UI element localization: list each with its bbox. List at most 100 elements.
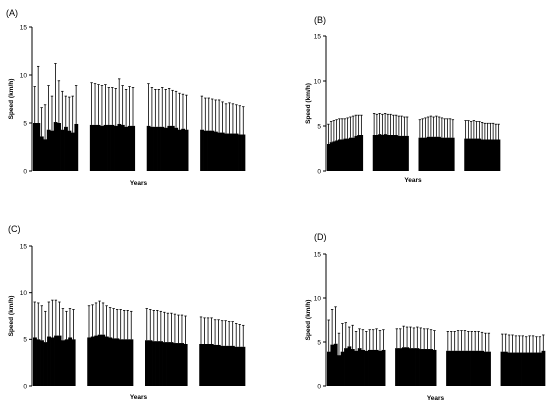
panel-a-bar [46, 129, 51, 171]
panel-a-bar [96, 124, 101, 171]
panel-d-bar [541, 350, 546, 386]
panel-a-bar [184, 129, 189, 171]
panel-a-bar [234, 133, 239, 171]
panel-d-bar [538, 352, 542, 386]
panel-d-bar [330, 344, 335, 386]
panel-d-bar [429, 349, 434, 386]
panel-b-bar [475, 138, 479, 171]
panel-c-bar [47, 336, 51, 386]
panel-d-bar [432, 349, 437, 386]
panel-d-bar [357, 348, 362, 386]
panel-a-bar [127, 125, 132, 171]
panel-d-bar [350, 349, 355, 386]
panel-c-bar [54, 335, 58, 386]
panel-b-bar [440, 137, 444, 171]
panel-d-bar [381, 349, 386, 386]
panel-c-bar [223, 345, 228, 386]
panel-b-bar [464, 138, 468, 171]
panel-d-bar [470, 350, 474, 386]
panel-c-y-tick-label: 15 [20, 243, 28, 250]
panel-d-bar [398, 348, 403, 386]
panel-a-bar [107, 124, 111, 171]
panel-d-bar [487, 351, 491, 386]
panel-a-bar [100, 125, 105, 171]
panel-a-bar [163, 127, 168, 171]
panel-c-bar [241, 346, 246, 386]
panel-b-x-axis-title: Years [404, 177, 422, 184]
panel-d-bar [347, 346, 352, 386]
panel-d-bar [500, 351, 505, 386]
panel-b-bar [329, 142, 333, 171]
panel-d-bar [422, 349, 427, 386]
panel-d-bar [408, 348, 413, 386]
panel-c-bar [40, 340, 44, 386]
panel-b-bar [435, 136, 439, 171]
panel-b-bar [332, 141, 336, 171]
panel-a-bar [131, 125, 136, 171]
panel-c-bar [115, 338, 120, 386]
panel-d-x-axis-title: Years [427, 395, 445, 402]
panel-a-bar [117, 123, 122, 171]
panel-a-y-axis-title: Speed (km/h) [8, 79, 15, 120]
panel-b-bar [349, 137, 353, 171]
panel-d-bar [368, 349, 372, 386]
panel-a-bar [150, 126, 154, 171]
panel-a-y-tick-label: 5 [23, 120, 27, 127]
panel-c-bar [71, 339, 76, 386]
panel-c-y-tick-label: 10 [20, 290, 28, 297]
panel-a-bar [60, 129, 65, 171]
panel-a-bar [50, 130, 55, 171]
panel-b-bar [494, 139, 498, 171]
panel-d-y-tick-label: 5 [317, 339, 321, 346]
panel-b-bar [392, 135, 396, 171]
panel-a-bar [217, 132, 222, 171]
panel-c-bar [43, 342, 48, 386]
panel-a-bar [181, 128, 186, 171]
panel-a-bar [238, 134, 242, 171]
panel-c-bar [129, 339, 134, 386]
panel-a-bar [224, 133, 229, 171]
panel-d-bar [483, 351, 488, 386]
panel-a-bar [43, 139, 48, 171]
panel-c-bar [180, 343, 185, 386]
panel-d-bar [514, 352, 519, 386]
panel-b-bar [338, 139, 342, 171]
panel-d-bar [449, 350, 454, 386]
panel-a-bar [93, 124, 98, 171]
panel-a-bar [114, 125, 118, 171]
panel-b-bar [446, 137, 450, 171]
panel-a-label: (A) [6, 8, 18, 18]
panel-b-bar [448, 137, 452, 171]
panel-d-bar [327, 351, 331, 386]
panel-b-bar [429, 136, 433, 171]
panel-c-bar [220, 345, 225, 386]
panel-b-bar [467, 138, 471, 171]
panel-d-label: (D) [314, 232, 327, 242]
panel-b-label: (B) [314, 15, 326, 25]
panel-c-bar [169, 342, 174, 386]
panel-a-bar [200, 129, 204, 171]
panel-c-bar [64, 339, 69, 386]
panel-a-bar [146, 125, 151, 171]
panel-d-bar [405, 347, 410, 386]
panel-a-bar [124, 126, 129, 171]
panel-d-bar [503, 351, 508, 386]
panel-a-y-tick-label: 10 [20, 72, 28, 79]
panel-c-bar [166, 342, 170, 386]
panel-b-bar [443, 137, 447, 171]
panel-c-bar [87, 337, 92, 386]
panel-b-bar [383, 134, 387, 171]
panel-c-bar [227, 345, 232, 386]
panel-b-bar [372, 135, 376, 171]
panel-b-bar [360, 135, 364, 171]
panel-a-bar [207, 130, 211, 171]
panel-d-bar [415, 348, 420, 386]
panel-b-bar [478, 138, 482, 171]
panel-c-bar [108, 337, 113, 386]
panel-d-y-tick-label: 10 [314, 295, 322, 302]
panel-b-bar [354, 135, 358, 171]
panel-c-bar [50, 337, 55, 386]
panel-c-bar [101, 334, 106, 386]
panel-d-bar [361, 349, 365, 386]
panel-d-bar [374, 349, 379, 386]
